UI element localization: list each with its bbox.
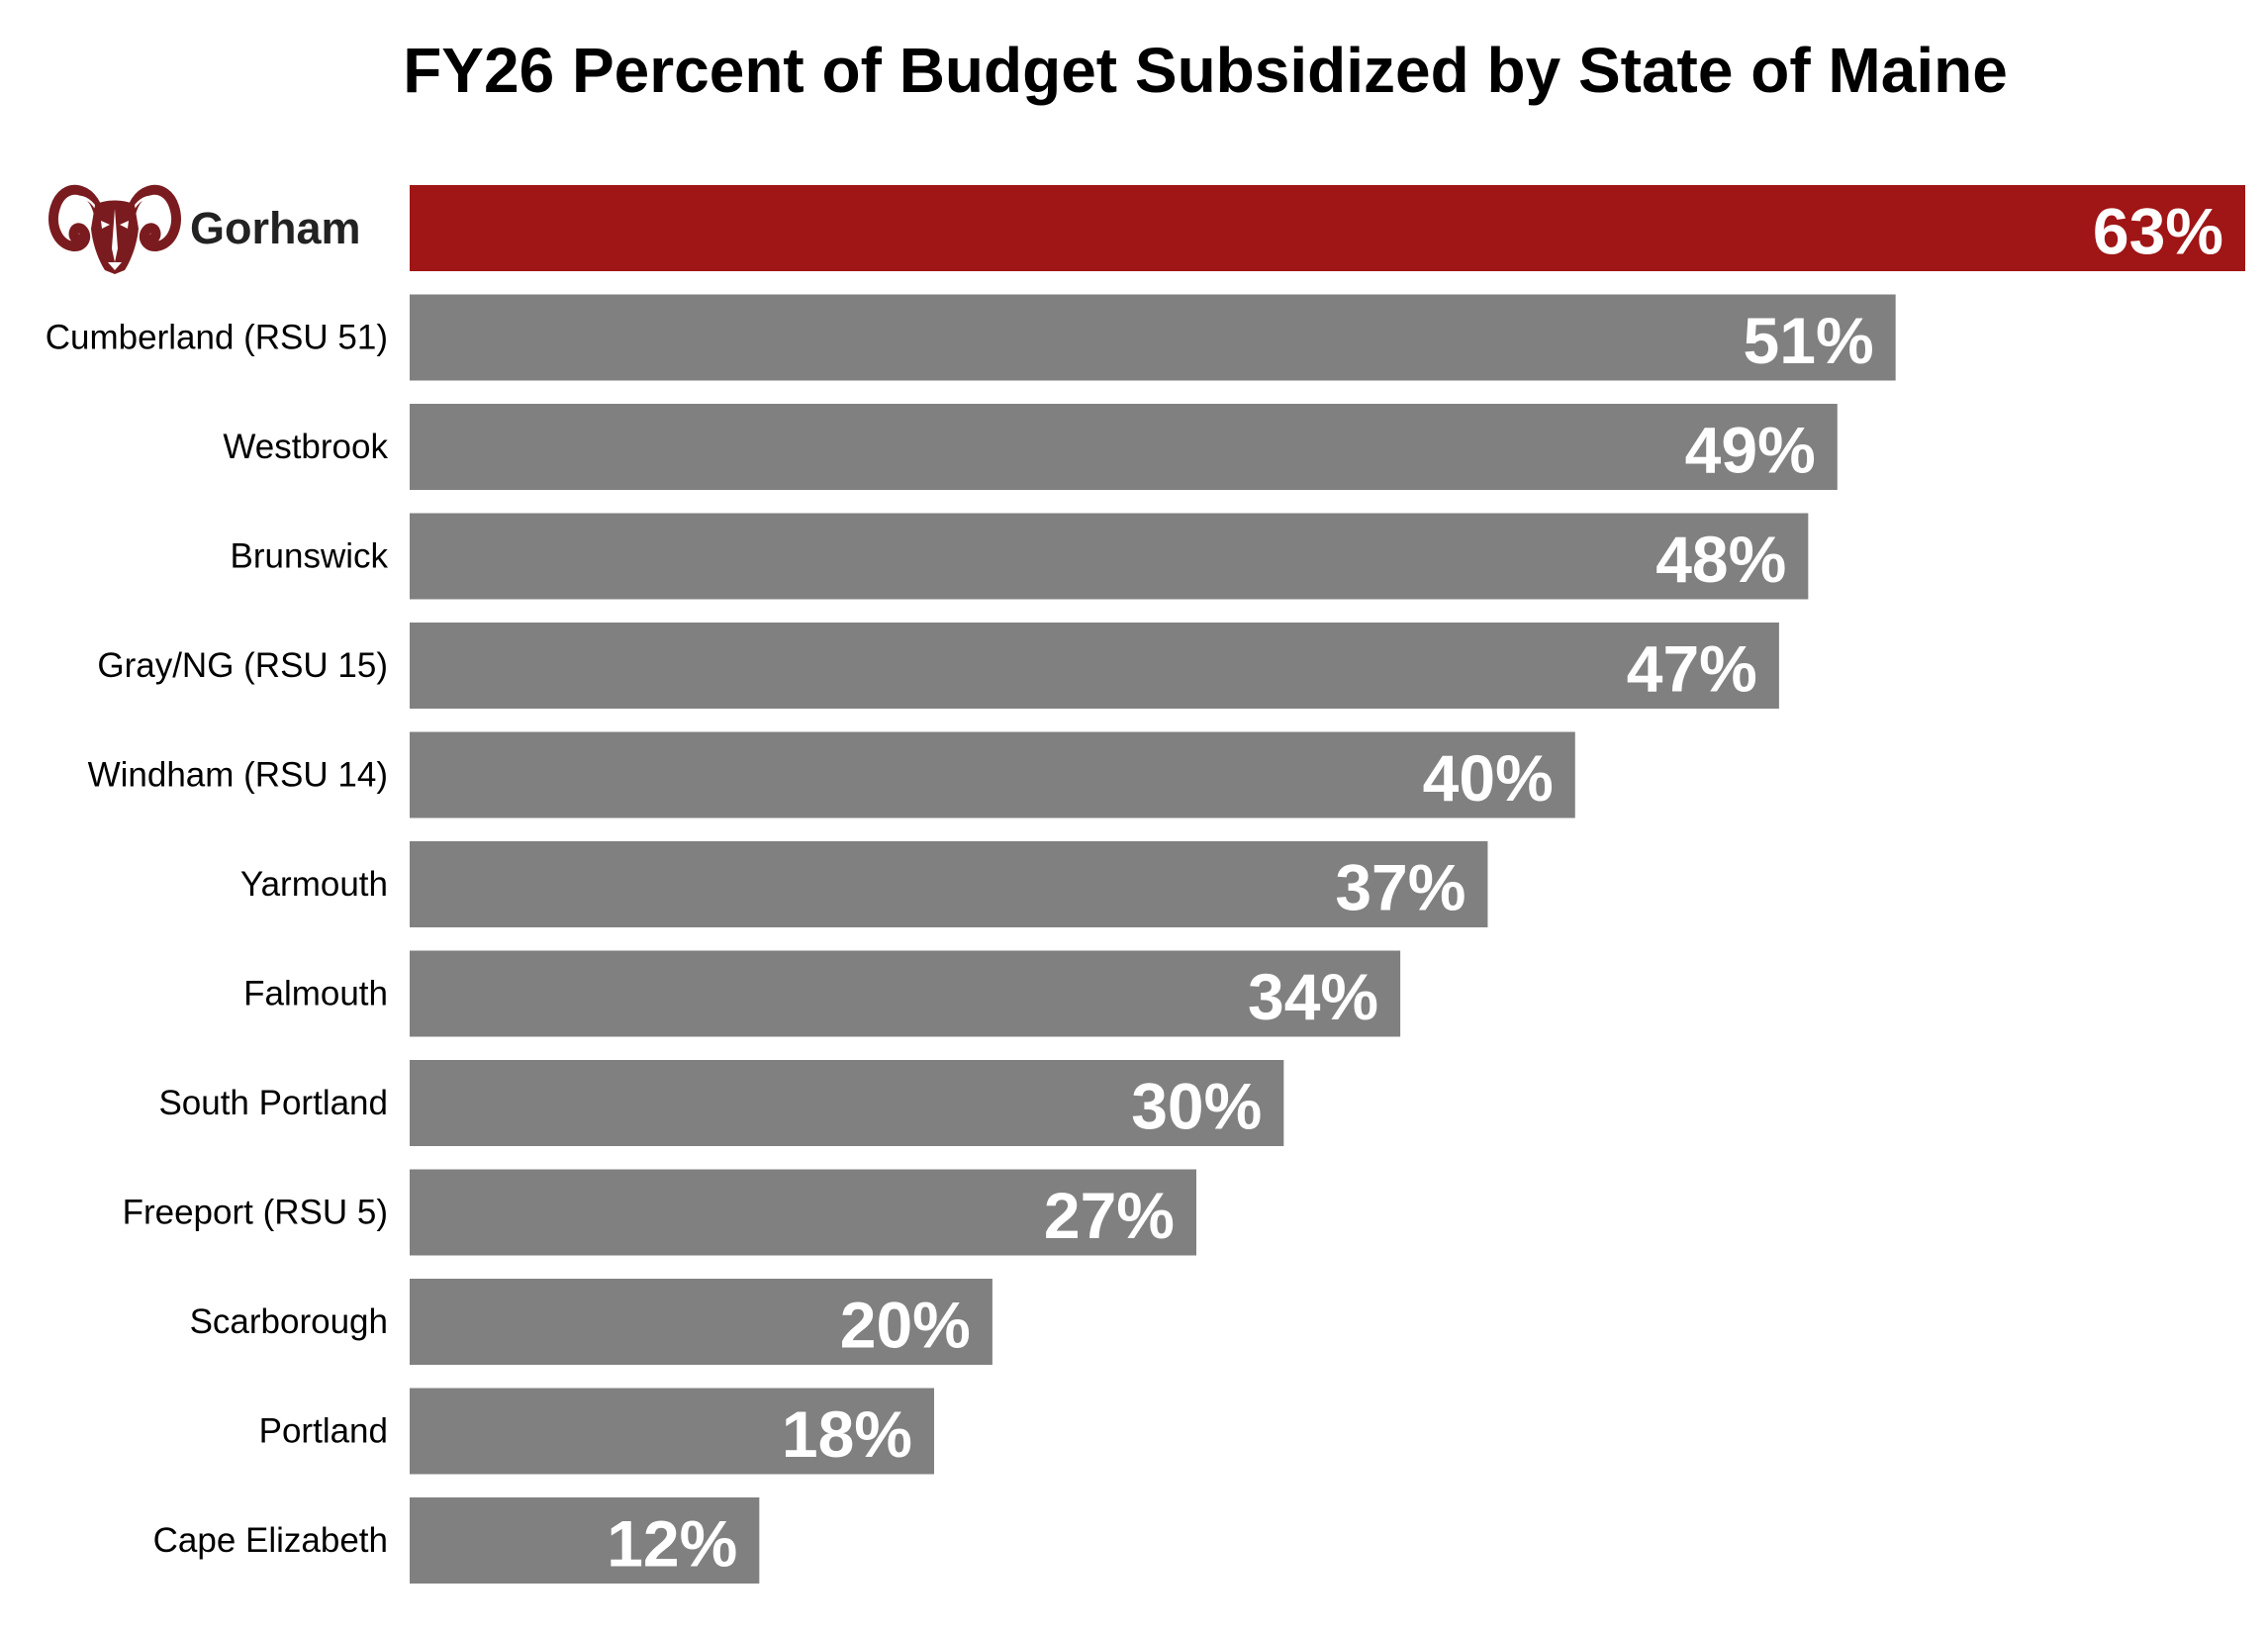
category-label-12: Cape Elizabeth [153, 1521, 388, 1560]
value-labels: 63% 51% 49% 48% 47% 40% 37% 34% 30% 27% 20% 18% 12% [607, 195, 2223, 1581]
ram-logo-icon [48, 184, 181, 274]
bar-11 [410, 1388, 934, 1475]
bar-2 [410, 404, 1838, 490]
bar-4 [410, 623, 1779, 709]
bar-6 [410, 841, 1488, 927]
bar-3 [410, 513, 1809, 600]
category-label-8: South Portland [158, 1084, 388, 1122]
category-label-6: Yarmouth [240, 865, 388, 904]
category-label-2: Westbrook [223, 428, 388, 466]
value-label-8: 30% [1131, 1070, 1262, 1143]
category-label-3: Brunswick [231, 537, 389, 576]
chart-title: FY26 Percent of Budget Subsidized by Sta… [403, 35, 2008, 106]
value-label-1: 51% [1744, 304, 1874, 377]
value-label-6: 37% [1335, 851, 1465, 924]
bar-0 [410, 185, 2245, 271]
value-label-11: 18% [782, 1397, 912, 1471]
category-label-7: Falmouth [243, 975, 388, 1013]
bar-8 [410, 1060, 1284, 1146]
value-label-7: 34% [1248, 960, 1378, 1033]
category-label-4: Gray/NG (RSU 15) [97, 646, 388, 685]
value-label-4: 47% [1627, 632, 1757, 706]
bar-5 [410, 731, 1575, 818]
category-labels: Gorham Cumberland (RSU 51) Westbrook Brunsw… [46, 203, 389, 1560]
value-label-12: 12% [607, 1507, 737, 1581]
bar-12 [410, 1497, 760, 1584]
bar-9 [410, 1169, 1196, 1256]
category-label-5: Windham (RSU 14) [88, 756, 388, 795]
value-label-9: 27% [1044, 1179, 1175, 1252]
value-label-0: 63% [2093, 195, 2223, 268]
value-label-10: 20% [840, 1289, 971, 1362]
value-label-2: 49% [1685, 414, 1816, 487]
category-label-9: Freeport (RSU 5) [123, 1194, 388, 1232]
value-label-5: 40% [1423, 741, 1554, 815]
bar-7 [410, 950, 1401, 1037]
bars-layer [410, 185, 2245, 1584]
category-label-11: Portland [259, 1412, 388, 1451]
bar-1 [410, 294, 1896, 381]
category-label-10: Scarborough [190, 1302, 388, 1341]
category-label-1: Cumberland (RSU 51) [46, 319, 388, 357]
bar-10 [410, 1279, 992, 1365]
value-label-3: 48% [1655, 523, 1786, 596]
category-label-0: Gorham [190, 203, 361, 253]
